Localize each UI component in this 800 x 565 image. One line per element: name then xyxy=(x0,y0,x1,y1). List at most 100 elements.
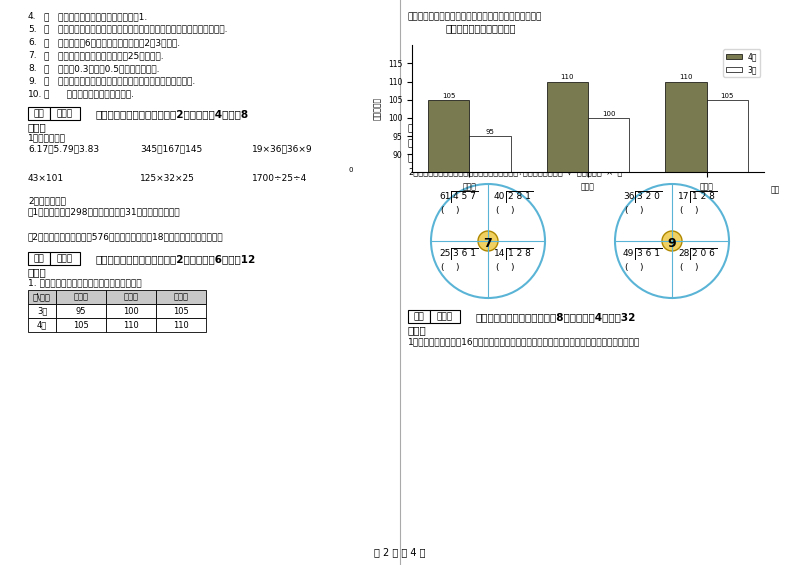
FancyBboxPatch shape xyxy=(56,318,106,332)
Text: 2．下面大圆里每个算式的商是否与小圆里的相同?相同的在括号内填“√”，不同的填“×”。: 2．下面大圆里每个算式的商是否与小圆里的相同?相同的在括号内填“√”，不同的填“… xyxy=(408,167,622,176)
Text: （   ）大于0.3而小于0.5的小数只有一个.: （ ）大于0.3而小于0.5的小数只有一个. xyxy=(44,64,159,73)
Text: 1 2 8: 1 2 8 xyxy=(508,249,531,258)
Text: 25: 25 xyxy=(439,249,450,258)
Bar xyxy=(706,99,748,481)
Text: 第 2 页 共 4 页: 第 2 页 共 4 页 xyxy=(374,547,426,557)
Text: 根据统计表信息完成下面的统计图，并回答下面的问题。: 根据统计表信息完成下面的统计图，并回答下面的问题。 xyxy=(408,12,542,21)
Text: 61: 61 xyxy=(439,192,450,201)
Text: 分）。: 分）。 xyxy=(28,267,46,277)
FancyBboxPatch shape xyxy=(156,318,206,332)
Circle shape xyxy=(662,231,682,251)
Text: （      ）平行四边形有四条对称轴.: （ ）平行四边形有四条对称轴. xyxy=(44,90,134,99)
Text: 分）。: 分）。 xyxy=(408,325,426,335)
Text: (    ): ( ) xyxy=(625,206,643,215)
Text: 7: 7 xyxy=(484,237,492,250)
Text: (    ): ( ) xyxy=(680,206,698,215)
Text: 95: 95 xyxy=(486,129,494,135)
Text: 六年级: 六年级 xyxy=(174,293,189,302)
Text: 3 2 0: 3 2 0 xyxy=(637,192,660,201)
Text: 评卷人: 评卷人 xyxy=(437,312,453,321)
Text: 36: 36 xyxy=(623,192,634,201)
FancyBboxPatch shape xyxy=(50,107,80,120)
FancyBboxPatch shape xyxy=(56,290,106,304)
Text: 6.17＋5.79＋3.83: 6.17＋5.79＋3.83 xyxy=(28,144,99,153)
Text: （3）还能提出哪些问题？试着解决一下。: （3）还能提出哪些问题？试着解决一下。 xyxy=(408,153,510,162)
Text: 110: 110 xyxy=(123,320,139,329)
Text: （1）哪个年级春季植树最多？: （1）哪个年级春季植树最多？ xyxy=(408,123,484,132)
FancyBboxPatch shape xyxy=(408,310,430,323)
Text: 105: 105 xyxy=(173,306,189,315)
FancyBboxPatch shape xyxy=(106,304,156,318)
Text: 4 5 7: 4 5 7 xyxy=(453,192,476,201)
Text: 110: 110 xyxy=(561,75,574,80)
Text: （   ）从直线外一点到这条直线所有的线段中，和这条直线垂直的线段最短.: （ ）从直线外一点到这条直线所有的线段中，和这条直线垂直的线段最短. xyxy=(44,25,227,34)
Text: 评卷人: 评卷人 xyxy=(57,254,73,263)
Text: 105: 105 xyxy=(721,93,734,99)
Text: 110: 110 xyxy=(679,75,693,80)
Text: 某小学春季植树情况统计图: 某小学春季植树情况统计图 xyxy=(446,23,517,33)
Text: (    ): ( ) xyxy=(496,206,514,215)
Text: （   ）最小的七位数比最大的八位数兹1.: （ ）最小的七位数比最大的八位数兹1. xyxy=(44,12,147,21)
Text: 105: 105 xyxy=(442,93,455,99)
Text: 评卷人: 评卷人 xyxy=(57,109,73,118)
Bar xyxy=(588,118,630,481)
Text: 8.: 8. xyxy=(28,64,37,73)
Text: (    ): ( ) xyxy=(625,263,643,272)
Text: 6.: 6. xyxy=(28,38,37,47)
Text: 14: 14 xyxy=(494,249,506,258)
FancyBboxPatch shape xyxy=(28,290,56,304)
Text: 9.: 9. xyxy=(28,77,37,86)
Text: （   ）一个数是6的倍数，这个数一定是2和3的倍数.: （ ）一个数是6的倍数，这个数一定是2和3的倍数. xyxy=(44,38,180,47)
Text: (    ): ( ) xyxy=(441,263,459,272)
FancyBboxPatch shape xyxy=(28,318,56,332)
Text: 得分: 得分 xyxy=(34,109,44,118)
FancyBboxPatch shape xyxy=(50,252,80,265)
Text: 17: 17 xyxy=(678,192,690,201)
Text: 得分: 得分 xyxy=(414,312,424,321)
Text: 月\年级: 月\年级 xyxy=(33,293,51,302)
FancyBboxPatch shape xyxy=(430,310,460,323)
Text: （   ）计量水、油、饮料等液体的多少，通常只用毫升作单位.: （ ）计量水、油、饮料等液体的多少，通常只用毫升作单位. xyxy=(44,77,195,86)
Text: 1．一个长方形周长是16米，它的长、宽的米数是两个相邻数，这个长方形面积是多少平方米？: 1．一个长方形周长是16米，它的长、宽的米数是两个相邻数，这个长方形面积是多少平… xyxy=(408,337,640,346)
Text: (    ): ( ) xyxy=(680,263,698,272)
Text: 1. 下面是某小学三个年级植树情况的统计表。: 1. 下面是某小学三个年级植树情况的统计表。 xyxy=(28,278,142,287)
Text: 得分: 得分 xyxy=(34,254,44,263)
Bar xyxy=(546,81,588,481)
Text: 1700÷25÷4: 1700÷25÷4 xyxy=(252,174,307,183)
Text: 1、简便计算。: 1、简便计算。 xyxy=(28,133,66,142)
Text: 3月: 3月 xyxy=(37,306,47,315)
Text: 2、列式计算。: 2、列式计算。 xyxy=(28,196,66,205)
FancyBboxPatch shape xyxy=(28,252,50,265)
Text: 105: 105 xyxy=(73,320,89,329)
Text: 4月: 4月 xyxy=(37,320,47,329)
Text: 3 6 1: 3 6 1 xyxy=(637,249,660,258)
Circle shape xyxy=(478,231,498,251)
Text: 五、认真思考，综合能力（共2小题，每题6分，共12: 五、认真思考，综合能力（共2小题，每题6分，共12 xyxy=(96,254,256,264)
Text: 28: 28 xyxy=(678,249,690,258)
Text: 95: 95 xyxy=(76,306,86,315)
Text: （   ）一位病人发烧，医生给他输25升的药水.: （ ）一位病人发烧，医生给他输25升的药水. xyxy=(44,51,164,60)
Text: 110: 110 xyxy=(173,320,189,329)
Bar xyxy=(428,99,470,481)
Text: 345－167－145: 345－167－145 xyxy=(140,144,202,153)
Legend: 4月, 3月: 4月, 3月 xyxy=(723,49,760,77)
Text: (    ): ( ) xyxy=(496,263,514,272)
Text: 4.: 4. xyxy=(28,12,37,21)
FancyBboxPatch shape xyxy=(156,290,206,304)
Text: （2）已知两个因数的积是576，其中一个因数是18，求另一个因数是多少？: （2）已知两个因数的积是576，其中一个因数是18，求另一个因数是多少？ xyxy=(28,232,224,241)
Text: 四年级: 四年级 xyxy=(74,293,89,302)
Text: 3 6 1: 3 6 1 xyxy=(453,249,476,258)
Text: 2 0 6: 2 0 6 xyxy=(692,249,715,258)
Text: 100: 100 xyxy=(123,306,139,315)
FancyBboxPatch shape xyxy=(28,304,56,318)
FancyBboxPatch shape xyxy=(28,107,50,120)
Text: （1）一个因数是298，另一个因数是31，积大约是多少？: （1）一个因数是298，另一个因数是31，积大约是多少？ xyxy=(28,207,181,216)
Bar xyxy=(470,136,511,481)
Text: 49: 49 xyxy=(623,249,634,258)
Text: 125×32×25: 125×32×25 xyxy=(140,174,195,183)
Text: 19×36－36×9: 19×36－36×9 xyxy=(252,144,313,153)
Text: 1 2 8: 1 2 8 xyxy=(692,192,715,201)
Text: 9: 9 xyxy=(668,237,676,250)
Text: (    ): ( ) xyxy=(441,206,459,215)
Text: 0: 0 xyxy=(349,167,353,173)
